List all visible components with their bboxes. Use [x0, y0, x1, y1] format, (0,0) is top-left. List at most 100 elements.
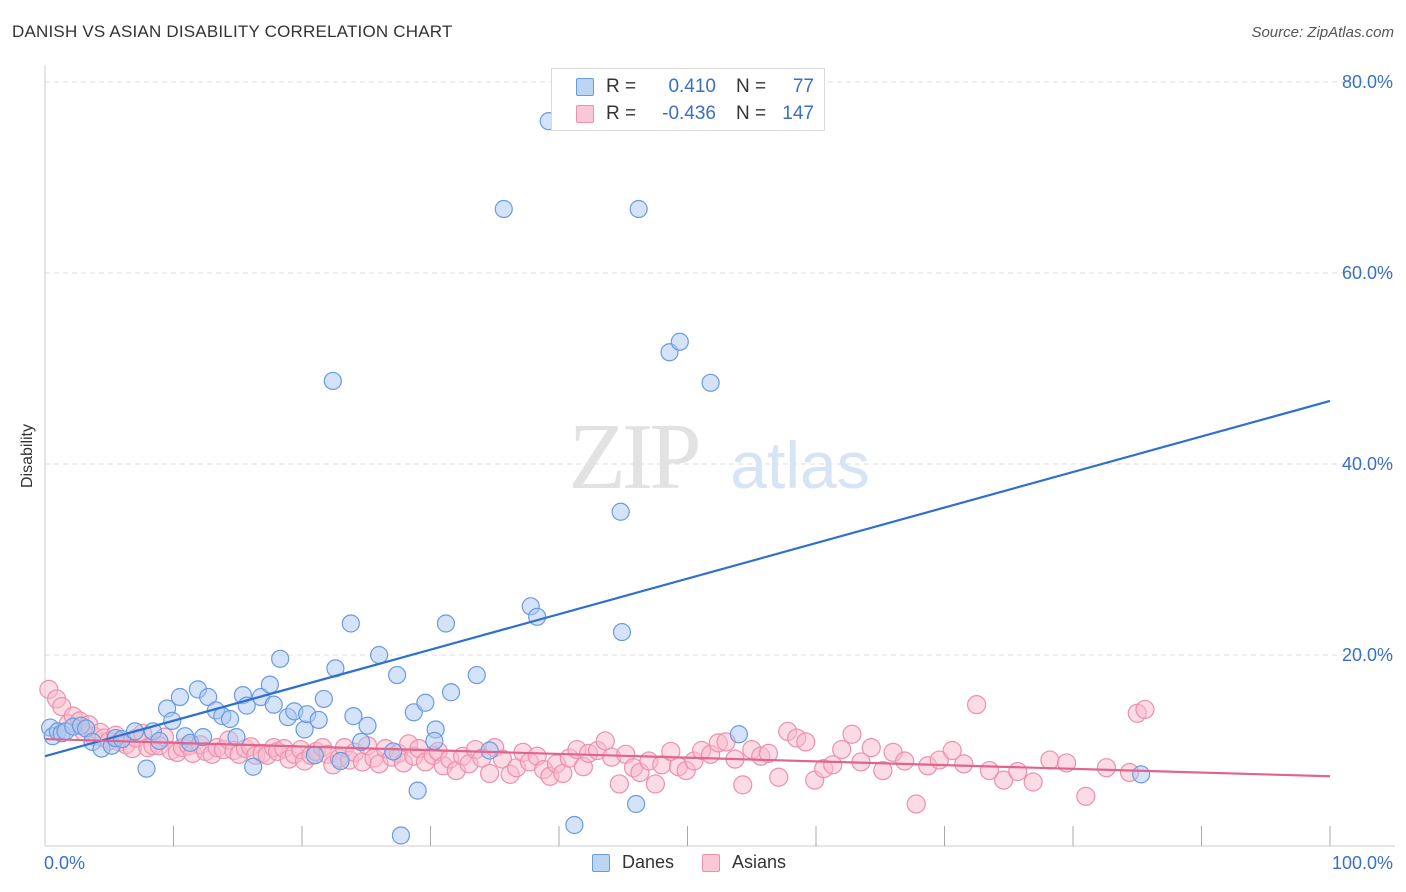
- watermark-zip: ZIP: [569, 405, 699, 509]
- danes-point: [370, 645, 389, 665]
- danes-point: [344, 707, 363, 726]
- watermark-atlas: atlas: [730, 428, 869, 502]
- danes-point: [391, 826, 411, 845]
- danes-point: [137, 759, 156, 778]
- danes-legend-label: Danes: [621, 852, 674, 872]
- danes-point: [170, 687, 190, 707]
- danes-point: [565, 815, 584, 835]
- asians-point: [1008, 761, 1028, 782]
- danes-point: [1132, 765, 1151, 784]
- asians-point: [942, 740, 962, 761]
- danes-point: [701, 373, 720, 392]
- asians-point: [967, 695, 987, 715]
- danes-point: [352, 732, 371, 752]
- asians-legend-swatch: [702, 853, 720, 872]
- asians-point: [1040, 750, 1060, 770]
- danes-points: [41, 112, 1151, 845]
- danes-point: [305, 746, 324, 765]
- legend-row-asians: R = -0.436 N = 147: [576, 103, 814, 125]
- asians-point: [1135, 699, 1155, 720]
- asians-point: [1056, 753, 1077, 773]
- asians-trend-line: [44, 737, 1331, 778]
- y-tick-label: 20.0%: [1342, 645, 1393, 665]
- legend-n-label: N =: [736, 76, 767, 97]
- legend-r-label: R =: [606, 103, 637, 124]
- axis-layer: [44, 66, 1395, 847]
- asians-point: [758, 743, 779, 763]
- legend-row-danes: R = 0.410 N = 77: [576, 76, 814, 98]
- danes-point: [271, 649, 290, 668]
- danes-point: [629, 199, 648, 219]
- source-label: Source: ZipAtlas.com: [1251, 24, 1394, 41]
- series-legend: Danes Asians: [0, 852, 1406, 873]
- asians-point: [842, 724, 862, 744]
- danes-point: [626, 794, 646, 814]
- danes-point: [314, 689, 333, 709]
- asians-point: [823, 755, 843, 775]
- tick-labels: 20.0% 40.0% 60.0% 80.0% 0.0% 100.0%: [44, 72, 1393, 873]
- trend-layer: [44, 399, 1331, 778]
- danes-point: [384, 742, 403, 761]
- danes-point: [199, 687, 218, 707]
- danes-point: [416, 693, 435, 712]
- danes-point: [387, 665, 407, 685]
- danes-point: [467, 665, 486, 685]
- asians-point: [1096, 758, 1117, 778]
- danes-point: [341, 614, 360, 633]
- legend-r-value-danes: 0.410: [668, 76, 716, 97]
- asians-point: [480, 763, 500, 784]
- danes-point: [611, 502, 630, 521]
- danes-point: [408, 781, 427, 800]
- asians-point: [832, 739, 852, 760]
- danes-point: [729, 725, 749, 744]
- danes-point: [494, 199, 513, 219]
- asians-point: [609, 774, 629, 794]
- danes-point: [264, 695, 283, 714]
- danes-point: [227, 728, 246, 747]
- danes-point: [150, 731, 169, 751]
- y-tick-label: 80.0%: [1342, 72, 1393, 92]
- watermark: ZIP atlas: [569, 405, 870, 509]
- asians-point: [895, 751, 915, 771]
- asians-point: [954, 754, 974, 774]
- danes-point: [331, 751, 350, 771]
- y-axis-label: Disability: [19, 423, 36, 489]
- asians-point: [1023, 772, 1043, 792]
- legend-r-label: R =: [606, 76, 637, 97]
- danes-point: [260, 675, 279, 694]
- asians-point: [861, 738, 881, 758]
- legend-n-value-danes: 77: [792, 76, 814, 97]
- danes-point: [309, 710, 328, 730]
- asians-point: [769, 767, 789, 787]
- danes-point: [323, 371, 342, 391]
- asians-point: [994, 770, 1014, 790]
- danes-point: [670, 332, 689, 351]
- x-tick-label: 0.0%: [44, 853, 85, 873]
- y-tick-label: 40.0%: [1342, 454, 1393, 474]
- danes-point: [244, 757, 263, 776]
- asians-point: [1076, 786, 1096, 806]
- danes-point: [425, 731, 444, 751]
- grid-layer: [45, 81, 1395, 656]
- asians-point: [595, 731, 615, 751]
- asians-point: [492, 749, 513, 769]
- danes-point: [193, 728, 213, 747]
- asians-swatch: [576, 105, 594, 123]
- asians-point: [645, 774, 665, 794]
- danes-swatch: [576, 78, 594, 96]
- legend-item-danes[interactable]: Danes: [591, 852, 674, 873]
- danes-trend-line: [44, 399, 1331, 758]
- legend-item-asians[interactable]: Asians: [702, 852, 786, 873]
- legend-n-label: N =: [736, 103, 767, 124]
- correlation-legend: R = 0.410 N = 77 R = -0.436 N = 147: [551, 68, 825, 131]
- asians-point: [906, 794, 926, 814]
- danes-point: [480, 741, 499, 760]
- legend-r-value-asians: -0.436: [662, 103, 716, 124]
- chart-title: DANISH VS ASIAN DISABILITY CORRELATION C…: [12, 22, 453, 41]
- danes-legend-swatch: [591, 853, 610, 872]
- y-tick-label: 60.0%: [1342, 263, 1393, 283]
- asians-point: [733, 775, 753, 795]
- danes-point: [220, 709, 240, 729]
- danes-point: [612, 622, 632, 642]
